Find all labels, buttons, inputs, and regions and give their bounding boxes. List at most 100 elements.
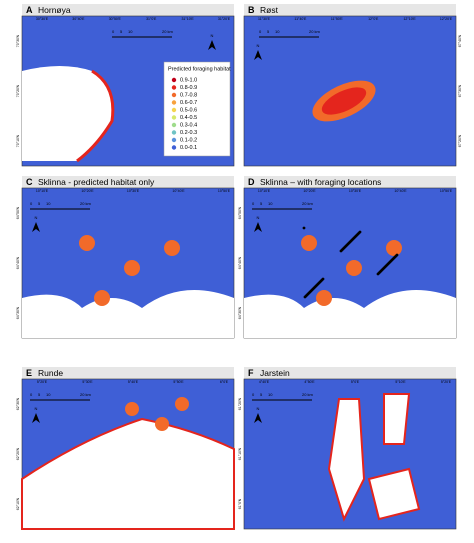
legend-label: 0.2-0.3 (180, 130, 197, 136)
north-arrow (32, 413, 40, 423)
lat-label: 62°10'N (16, 497, 20, 510)
lat-label: 62°20'N (16, 447, 20, 460)
lat-label: 64°50'N (16, 206, 20, 219)
lat-label: 61°10'N (238, 447, 242, 460)
lon-label: 5°20'E (37, 380, 48, 384)
scale-label: 0 (259, 29, 262, 34)
legend-swatch (171, 122, 177, 128)
lat-label: 64°30'N (16, 306, 20, 319)
scale-label: 20 km (302, 201, 314, 206)
scale-label: 5 (260, 392, 263, 397)
habitat (321, 87, 367, 115)
land (367, 467, 421, 521)
legend-swatch (171, 77, 177, 83)
legend-label: 0.9-1.0 (180, 77, 197, 83)
lon-label: 10°50'E (440, 189, 453, 193)
panel-title: Røst (260, 5, 279, 15)
lat-label: 62°30'N (16, 397, 20, 410)
scale-label: 10 (46, 392, 51, 397)
legend-label: 0.4-0.5 (180, 115, 197, 121)
lon-label: 30°30'E (36, 17, 49, 21)
lon-label: 5°20'E (441, 380, 452, 384)
location (358, 230, 362, 234)
lat-label: 64°40'N (16, 256, 20, 269)
panel-title: Sklinna – with foraging locations (260, 177, 381, 187)
north-arrow (254, 50, 262, 60)
habitat (76, 69, 115, 163)
lat-label: 67°30'N (458, 84, 462, 97)
lon-label: 11°50'E (331, 17, 344, 21)
lon-label: 4°40'E (259, 380, 270, 384)
habitat (316, 290, 332, 306)
legend-swatch (171, 85, 177, 90)
lat-label: 64°40'N (238, 256, 242, 269)
legend-label: 0.6-0.7 (180, 100, 197, 106)
title-bar (244, 176, 456, 188)
lon-label: 5°50'E (173, 380, 184, 384)
scale-label: 5 (38, 392, 41, 397)
lon-label: 10°10'E (36, 189, 49, 193)
lon-label: 11°30'E (258, 17, 271, 21)
north-arrow (208, 40, 216, 50)
scale-label: 0 (112, 29, 115, 34)
scale-label: 10 (128, 29, 133, 34)
lat-label: 64°50'N (238, 206, 242, 219)
habitat (94, 290, 110, 306)
lon-label: 12°10'E (403, 17, 416, 21)
north-label: N (35, 406, 38, 411)
lon-label: 10°10'E (258, 189, 271, 193)
lon-label: 5°40'E (128, 380, 139, 384)
north-label: N (257, 406, 260, 411)
lon-label: 5°10'E (395, 380, 406, 384)
lon-label: 11°40'E (294, 17, 307, 21)
land (21, 417, 235, 530)
lon-label: 5°30'E (82, 380, 93, 384)
legend-label: 0.0-0.1 (180, 145, 197, 151)
location (302, 226, 306, 230)
location (321, 277, 325, 281)
legend-label: 0.8-0.9 (180, 85, 197, 91)
habitat (164, 240, 180, 256)
lat-label: 64°30'N (238, 306, 242, 319)
lon-label: 10°40'E (394, 189, 407, 193)
lat-label: 67°20'N (458, 134, 462, 147)
legend-swatch (171, 137, 177, 143)
scale-label: 10 (268, 392, 273, 397)
habitat (79, 235, 95, 251)
north-label: N (35, 215, 38, 220)
lat-label: 70°30'N (16, 34, 20, 47)
north-label: N (211, 33, 214, 38)
scale-label: 20 km (309, 29, 321, 34)
panel-letter: B (248, 5, 255, 15)
scale-label: 5 (120, 29, 123, 34)
legend-label: 0.1-0.2 (180, 137, 197, 143)
lat-label: 70°20'N (16, 84, 20, 97)
scale-label: 10 (275, 29, 280, 34)
lon-label: 10°30'E (349, 189, 362, 193)
legend-swatch (171, 100, 177, 105)
lon-label: 10°40'E (172, 189, 185, 193)
land (22, 290, 234, 338)
scale-label: 20 km (80, 392, 92, 397)
lon-label: 4°50'E (304, 380, 315, 384)
lon-label: 10°30'E (127, 189, 140, 193)
panel-title: Jarstein (260, 368, 290, 378)
scale-label: 10 (268, 201, 273, 206)
land (383, 393, 411, 445)
scale-label: 0 (30, 201, 33, 206)
legend-label: 0.7-0.8 (180, 92, 197, 98)
habitat (124, 260, 140, 276)
scale-label: 20 km (302, 392, 314, 397)
legend-swatch (171, 92, 177, 98)
scale-label: 20 km (80, 201, 92, 206)
legend-swatch (171, 145, 177, 150)
lon-label: 31°10'E (181, 17, 194, 21)
habitat (125, 402, 139, 416)
location (395, 253, 399, 257)
scale-label: 5 (260, 201, 263, 206)
scale-label: 0 (30, 392, 33, 397)
habitat (346, 260, 362, 276)
lon-label: 5°0'E (351, 380, 360, 384)
habitat (175, 397, 189, 411)
